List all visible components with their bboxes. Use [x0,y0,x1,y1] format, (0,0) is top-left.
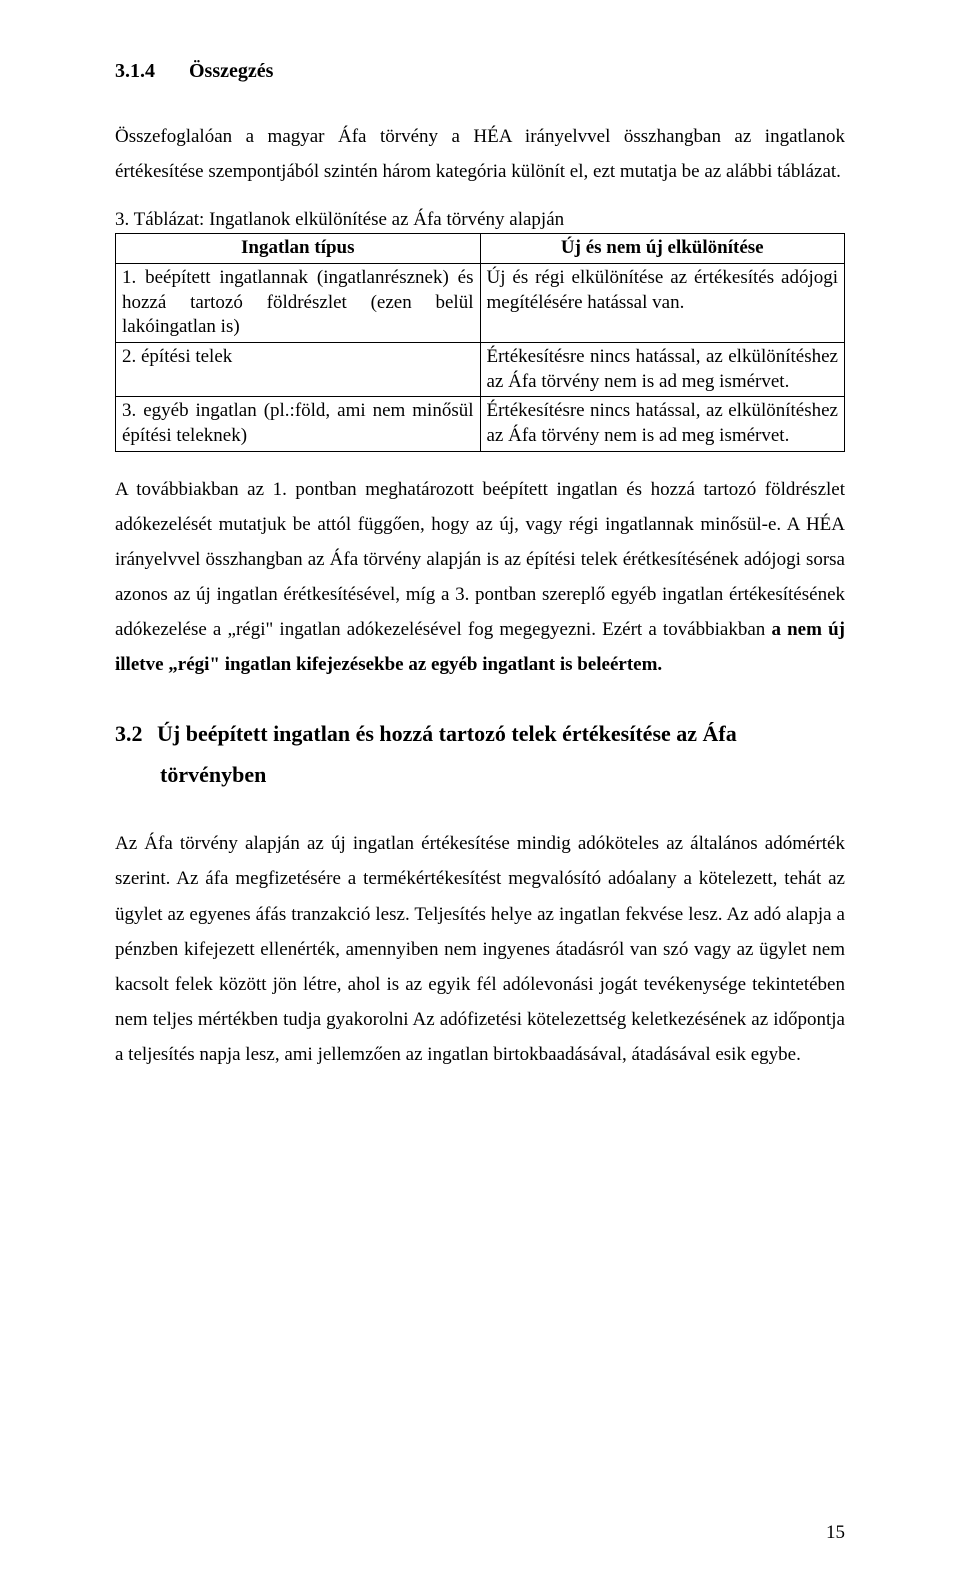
table-row: 3. egyéb ingatlan (pl.:föld, ami nem min… [116,397,845,451]
section-number: 3.2 [115,713,157,755]
table-header-row: Ingatlan típus Új és nem új elkülönítése [116,234,845,264]
table-cell: Új és régi elkülönítése az értékesítés a… [480,263,845,342]
subsection-heading: 3.1.4 Összegzés [115,60,845,83]
section-heading: 3.2Új beépített ingatlan és hozzá tartoz… [115,713,845,797]
subsection-number: 3.1.4 [115,60,155,82]
paragraph-text: A továbbiakban az 1. pontban meghatározo… [115,479,845,641]
body-paragraph: Az Áfa törvény alapján az új ingatlan ér… [115,826,845,1072]
table-caption: 3. Táblázat: Ingatlanok elkülönítése az … [115,209,845,231]
table-row: 2. építési telek Értékesítésre nincs hat… [116,343,845,397]
explanatory-paragraph: A továbbiakban az 1. pontban meghatározo… [115,472,845,683]
table-header-cell: Új és nem új elkülönítése [480,234,845,264]
table-cell: Értékesítésre nincs hatással, az elkülön… [480,397,845,451]
table-cell: Értékesítésre nincs hatással, az elkülön… [480,343,845,397]
classification-table: Ingatlan típus Új és nem új elkülönítése… [115,233,845,452]
intro-paragraph: Összefoglalóan a magyar Áfa törvény a HÉ… [115,119,845,189]
table-row: 1. beépített ingatlannak (ingatlanrészne… [116,263,845,342]
section-title-line: törvényben [160,762,266,787]
table-header-cell: Ingatlan típus [116,234,481,264]
table-cell: 2. építési telek [116,343,481,397]
table-cell: 3. egyéb ingatlan (pl.:föld, ami nem min… [116,397,481,451]
subsection-title: Összegzés [189,60,273,82]
section-title-line: Új beépített ingatlan és hozzá tartozó t… [157,721,737,746]
table-cell: 1. beépített ingatlannak (ingatlanrészne… [116,263,481,342]
document-page: 3.1.4 Összegzés Összefoglalóan a magyar … [0,0,960,1572]
page-number: 15 [826,1522,845,1544]
